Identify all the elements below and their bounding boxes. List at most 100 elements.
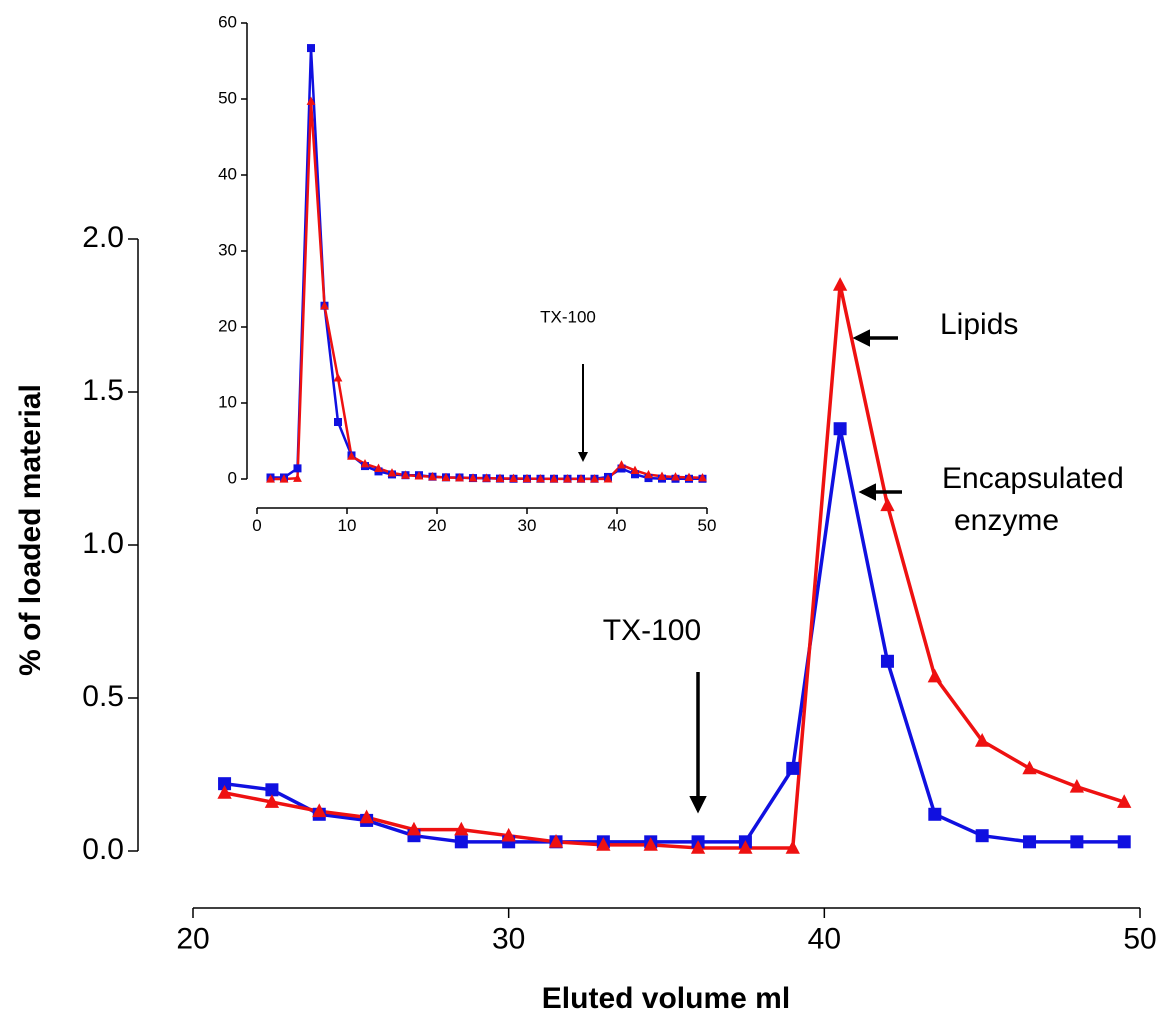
series-line — [270, 46, 703, 481]
point — [880, 654, 894, 668]
point — [347, 451, 356, 460]
point — [1070, 835, 1084, 849]
y-tick-label: 0.0 — [82, 833, 124, 866]
point — [1023, 835, 1037, 849]
y-tick-label: 30 — [218, 240, 237, 259]
point — [644, 469, 653, 479]
point — [320, 300, 329, 310]
point — [333, 373, 343, 382]
point — [428, 471, 437, 481]
point — [522, 473, 532, 483]
y-tick-label: 0 — [228, 468, 237, 487]
point — [576, 474, 586, 483]
y-axis-label: % of loaded material — [14, 384, 47, 676]
point — [279, 474, 289, 483]
point — [698, 472, 707, 482]
point — [307, 44, 315, 53]
x-tick-label: 50 — [698, 516, 717, 535]
y-tick-label: 0.5 — [82, 680, 124, 713]
point — [657, 471, 667, 480]
point — [548, 834, 564, 848]
x-tick-label: 30 — [492, 922, 525, 955]
point — [549, 474, 559, 483]
point — [671, 472, 680, 481]
point — [1069, 778, 1085, 793]
point — [928, 807, 942, 821]
point — [833, 422, 847, 436]
point — [306, 96, 316, 105]
point — [880, 497, 895, 512]
point — [590, 474, 599, 483]
point — [414, 471, 424, 480]
x-tick-label: 20 — [176, 922, 209, 955]
x-tick-label: 20 — [428, 516, 447, 535]
point — [738, 840, 753, 854]
point — [1117, 835, 1131, 849]
x-tick-label: 50 — [1123, 922, 1156, 955]
point — [265, 783, 279, 797]
point — [387, 468, 397, 477]
point — [927, 668, 942, 683]
point — [312, 803, 327, 818]
point — [468, 473, 478, 482]
point — [785, 840, 800, 854]
point — [454, 835, 468, 849]
point — [401, 470, 410, 479]
point — [482, 473, 491, 482]
point — [509, 473, 518, 483]
y-tick-label: 1.5 — [82, 374, 124, 407]
point — [832, 277, 848, 291]
point — [1022, 760, 1037, 775]
point — [406, 821, 422, 836]
point — [441, 472, 451, 482]
annotation: Encapsulated — [942, 462, 1124, 495]
point — [359, 809, 374, 824]
annotation: TX-100 — [603, 614, 701, 647]
y-tick-label: 40 — [218, 164, 237, 183]
point — [334, 418, 342, 426]
point — [266, 474, 275, 483]
x-axis-label: Eluted volume ml — [542, 982, 790, 1015]
series-line — [224, 283, 1125, 850]
x-tick-label: 30 — [518, 516, 537, 535]
y-tick-label: 20 — [218, 316, 237, 335]
point — [293, 464, 302, 473]
annotation: Lipids — [940, 308, 1018, 341]
point — [631, 470, 639, 479]
y-tick-label: 50 — [218, 88, 237, 107]
point — [684, 472, 694, 482]
point — [360, 459, 370, 468]
point — [630, 465, 640, 475]
point — [1117, 794, 1132, 808]
point — [454, 821, 469, 836]
point — [617, 460, 626, 469]
point — [264, 794, 280, 808]
series-line — [224, 426, 1125, 844]
point — [293, 473, 302, 482]
point — [563, 474, 572, 483]
point — [536, 473, 545, 483]
x-tick-label: 10 — [338, 516, 357, 535]
point — [217, 785, 232, 799]
point — [690, 840, 706, 854]
y-tick-label: 1.0 — [82, 527, 124, 560]
point — [374, 463, 383, 472]
y-tick-label: 60 — [218, 12, 237, 31]
y-tick-label: 2.0 — [82, 221, 124, 254]
point — [501, 827, 516, 842]
point — [975, 733, 990, 747]
point — [786, 761, 800, 775]
point — [218, 777, 232, 791]
x-tick-label: 0 — [252, 516, 261, 535]
point — [643, 837, 658, 851]
x-tick-label: 40 — [608, 516, 627, 535]
x-tick-label: 40 — [808, 922, 841, 955]
y-tick-label: 10 — [218, 392, 237, 411]
point — [975, 829, 989, 843]
annotation: TX-100 — [540, 307, 596, 326]
point — [596, 837, 611, 851]
point — [603, 474, 613, 483]
point — [495, 473, 505, 483]
annotation: enzyme — [954, 504, 1059, 537]
